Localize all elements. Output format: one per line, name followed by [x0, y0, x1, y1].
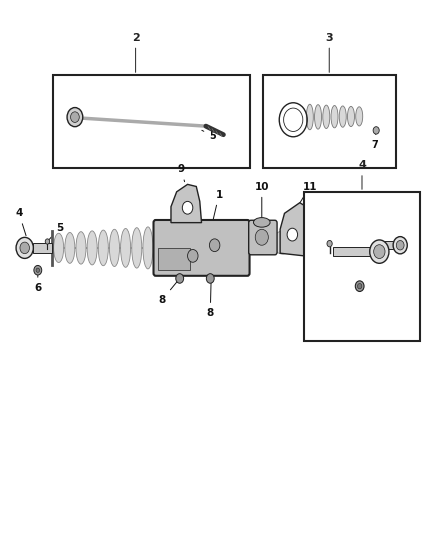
Bar [263, 75, 396, 168]
Bar [304, 192, 420, 341]
Ellipse shape [143, 227, 153, 269]
Circle shape [36, 268, 39, 272]
Ellipse shape [251, 231, 270, 255]
Text: 5: 5 [202, 130, 216, 141]
Ellipse shape [331, 106, 338, 128]
Circle shape [20, 242, 29, 254]
Ellipse shape [120, 229, 131, 267]
Circle shape [373, 127, 379, 134]
Text: 3: 3 [325, 33, 333, 72]
Ellipse shape [273, 231, 292, 254]
Circle shape [16, 237, 33, 259]
Circle shape [255, 229, 268, 245]
FancyBboxPatch shape [249, 220, 277, 255]
Ellipse shape [306, 104, 313, 130]
Circle shape [287, 228, 297, 241]
Ellipse shape [132, 228, 142, 268]
Circle shape [209, 239, 220, 252]
Circle shape [67, 108, 83, 127]
Polygon shape [171, 184, 201, 223]
Bar [53, 75, 250, 168]
Text: 4: 4 [358, 160, 366, 189]
Text: 6: 6 [356, 294, 363, 331]
Ellipse shape [323, 105, 330, 128]
Circle shape [176, 273, 184, 283]
Circle shape [206, 273, 214, 283]
Ellipse shape [316, 232, 336, 253]
Text: 5: 5 [49, 223, 63, 239]
Ellipse shape [254, 217, 270, 227]
Circle shape [182, 201, 193, 214]
Bar [378, 241, 393, 249]
FancyBboxPatch shape [153, 220, 250, 276]
Text: 8: 8 [207, 281, 214, 318]
Circle shape [355, 281, 364, 292]
Ellipse shape [339, 106, 346, 127]
Text: 2: 2 [132, 33, 139, 72]
Ellipse shape [76, 232, 86, 264]
Ellipse shape [110, 229, 120, 266]
Bar [158, 248, 190, 270]
Circle shape [34, 265, 42, 275]
Circle shape [393, 237, 407, 254]
Text: 11: 11 [298, 182, 317, 206]
Circle shape [327, 240, 332, 247]
Text: 8: 8 [159, 280, 178, 305]
Bar [333, 247, 374, 256]
Text: 6: 6 [34, 275, 42, 293]
Ellipse shape [314, 104, 321, 129]
Circle shape [357, 284, 362, 289]
Ellipse shape [87, 231, 97, 265]
Ellipse shape [65, 232, 75, 263]
Text: 9: 9 [177, 165, 184, 182]
Ellipse shape [356, 107, 363, 126]
Circle shape [187, 249, 198, 262]
Ellipse shape [360, 233, 379, 252]
Circle shape [370, 240, 389, 263]
Ellipse shape [338, 233, 357, 253]
Bar [33, 243, 52, 253]
Ellipse shape [347, 107, 354, 126]
Circle shape [374, 245, 385, 259]
Text: 4: 4 [15, 208, 26, 236]
Polygon shape [280, 203, 313, 256]
Ellipse shape [294, 232, 314, 254]
Circle shape [71, 112, 79, 123]
Text: 1: 1 [213, 190, 223, 220]
Ellipse shape [98, 230, 108, 266]
Text: 5: 5 [326, 214, 333, 238]
Text: 10: 10 [254, 182, 269, 219]
Text: 7: 7 [371, 130, 378, 150]
Ellipse shape [53, 233, 64, 263]
Circle shape [45, 239, 49, 244]
Circle shape [396, 240, 404, 250]
